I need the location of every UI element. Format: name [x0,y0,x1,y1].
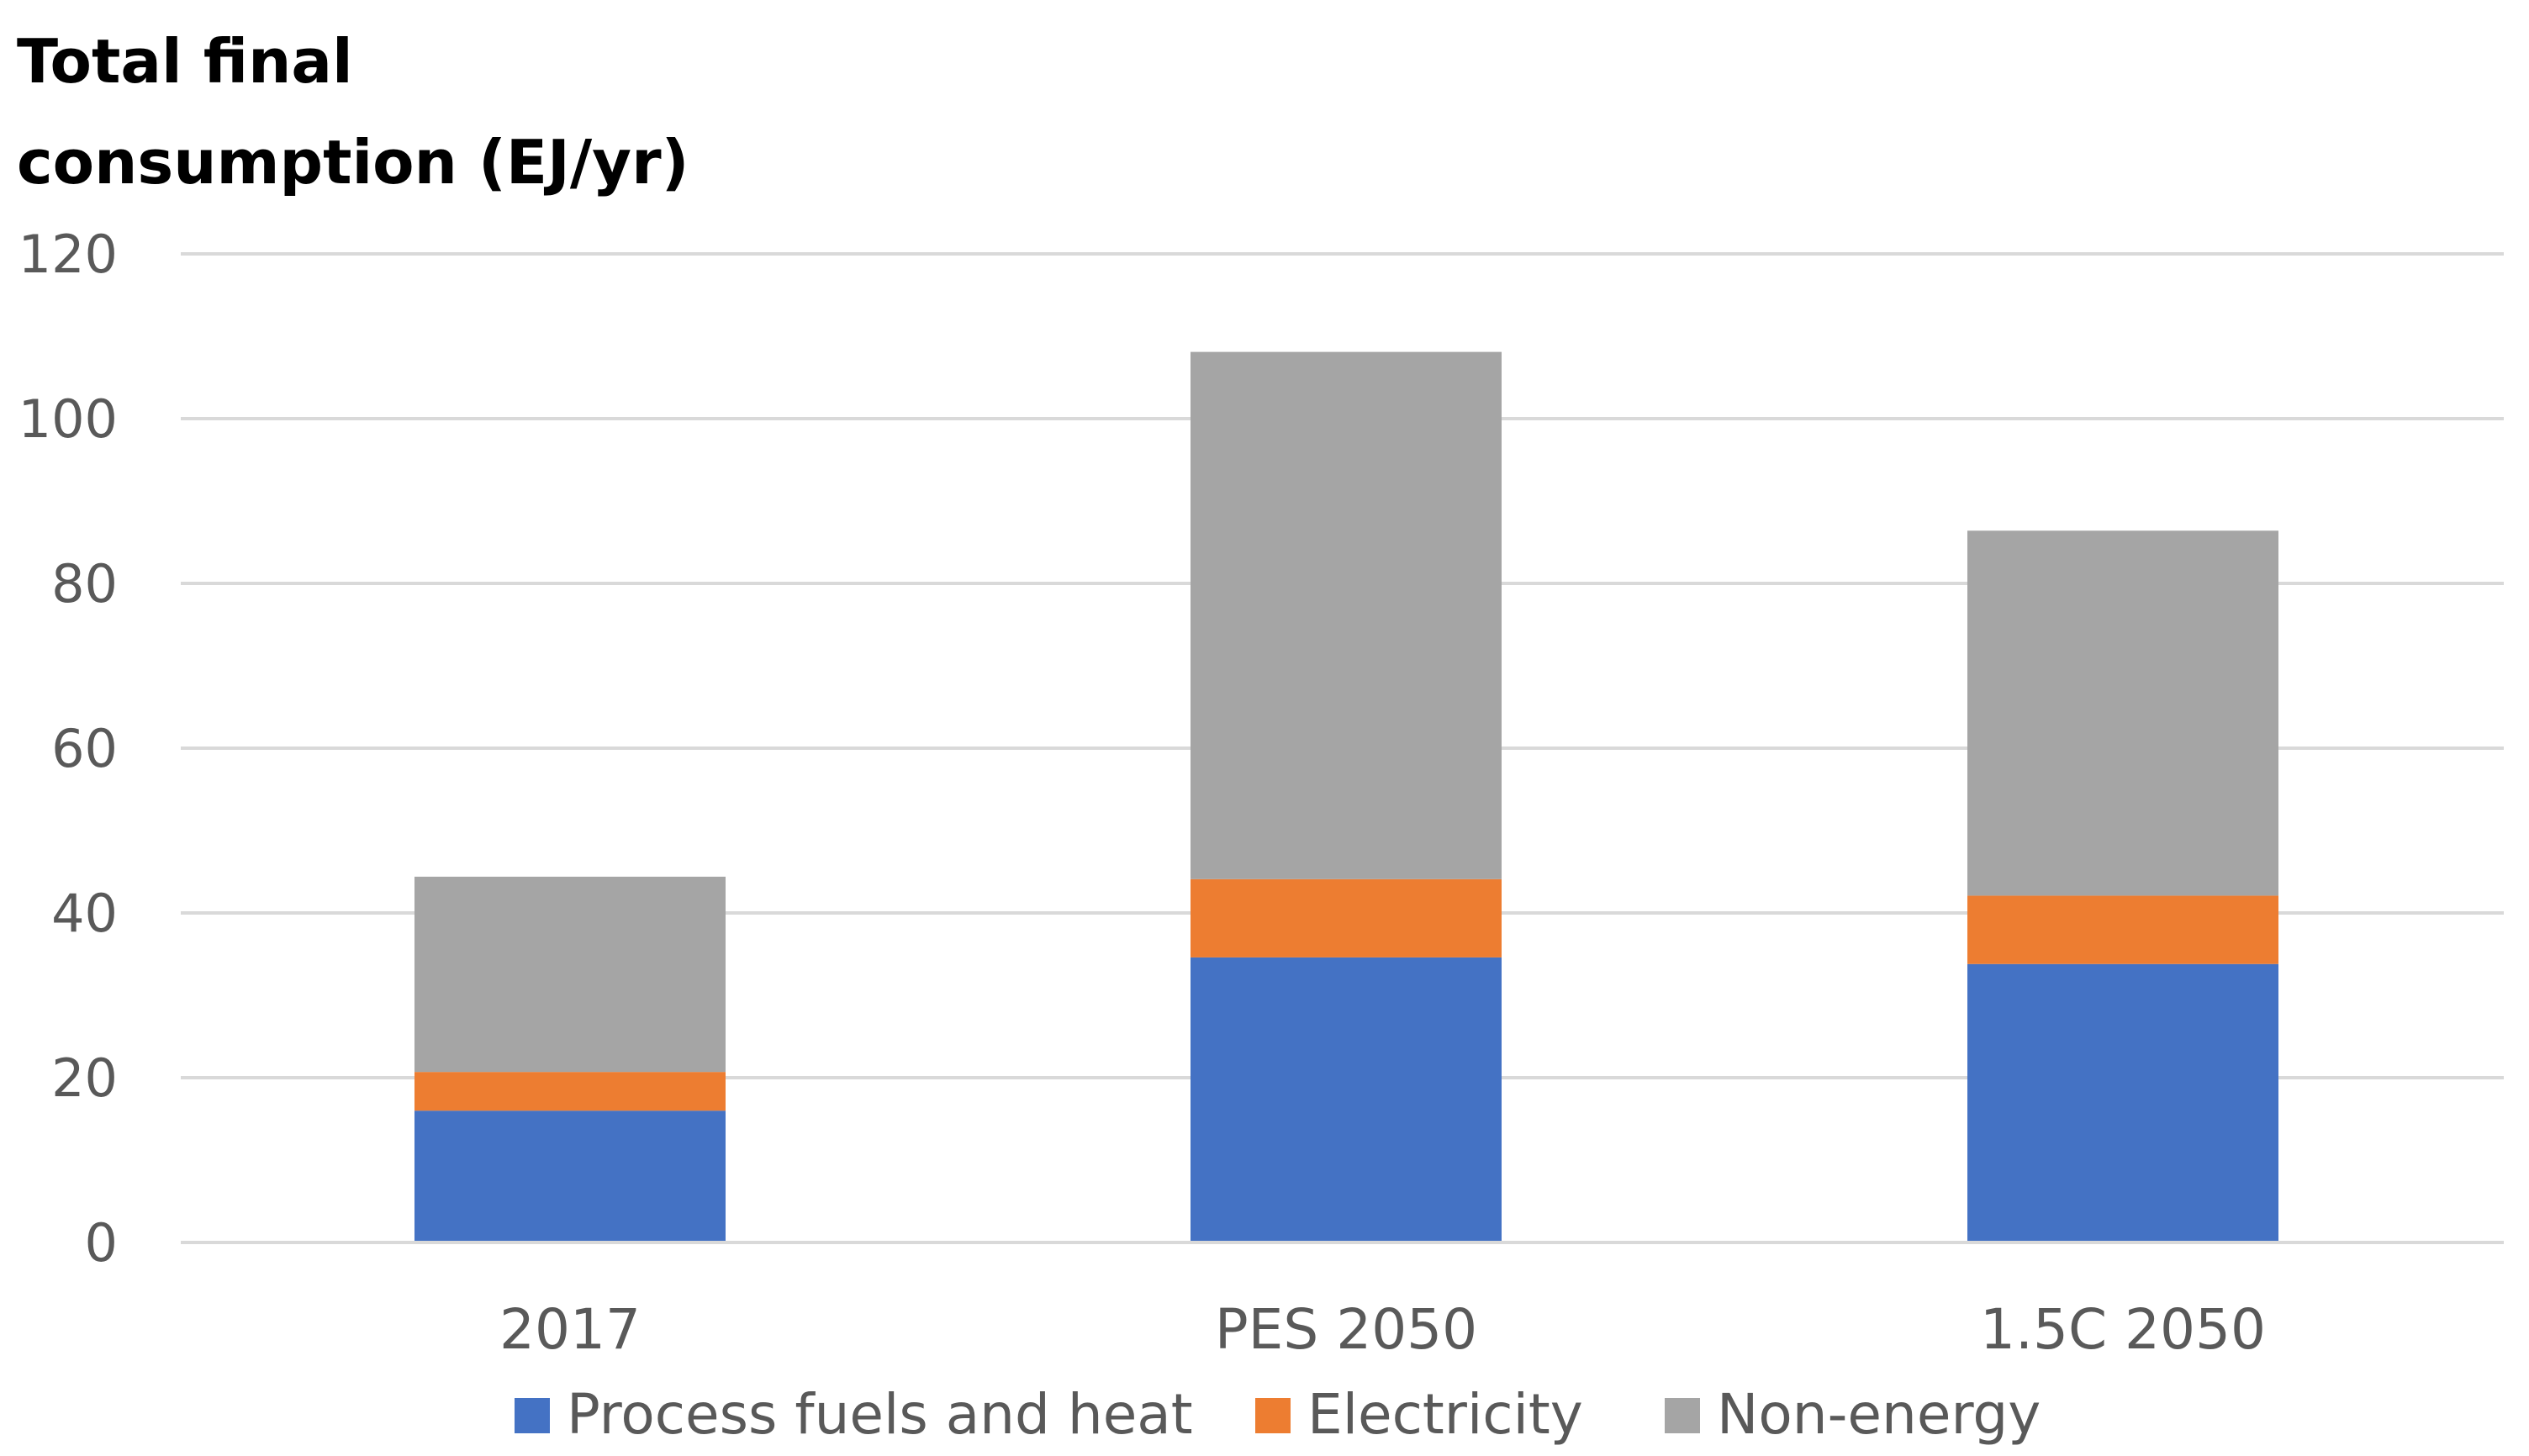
x-category-label: 1.5C 2050 [1980,1297,2266,1362]
legend-label: Electricity [1307,1382,1583,1447]
bar-segment [1191,351,1502,879]
y-tick-label: 40 [51,883,118,944]
legend-label: Process fuels and heat [567,1382,1193,1447]
bar-segment [1967,530,2278,896]
x-axis-category-labels: 2017 PES 2050 1.5C 2050 [499,1297,2266,1362]
legend: Process fuels and heat Electricity Non-ene… [515,1382,2041,1447]
chart-title-line-1: Total final [17,26,353,97]
x-category-label: PES 2050 [1215,1297,1477,1362]
y-tick-label: 120 [18,224,118,285]
bar-segment [414,1072,726,1111]
bar-segment [1191,878,1502,957]
y-tick-label: 20 [51,1047,118,1109]
legend-item: Electricity [1255,1382,1583,1447]
y-axis-tick-labels: 0 20 40 60 80 100 120 [18,224,118,1274]
y-tick-label: 80 [51,553,118,615]
bar-segment [1191,957,1502,1242]
legend-swatch [1255,1398,1291,1433]
bar-segment [1967,963,2278,1242]
y-tick-label: 60 [51,718,118,779]
bar-segment [1967,895,2278,964]
legend-item: Process fuels and heat [515,1382,1193,1447]
legend-item: Non-energy [1665,1382,2041,1447]
y-tick-label: 100 [18,388,118,450]
y-tick-label: 0 [85,1212,118,1274]
chart-title-line-2: consumption (EJ/yr) [17,127,689,198]
bars [414,351,2278,1242]
x-category-label: 2017 [499,1297,641,1362]
bar-segment [414,876,726,1073]
legend-swatch [1665,1398,1700,1433]
chart-title: Total final consumption (EJ/yr) [17,26,689,198]
legend-label: Non-energy [1717,1382,2041,1447]
legend-swatch [515,1398,550,1433]
bar-segment [414,1110,726,1242]
